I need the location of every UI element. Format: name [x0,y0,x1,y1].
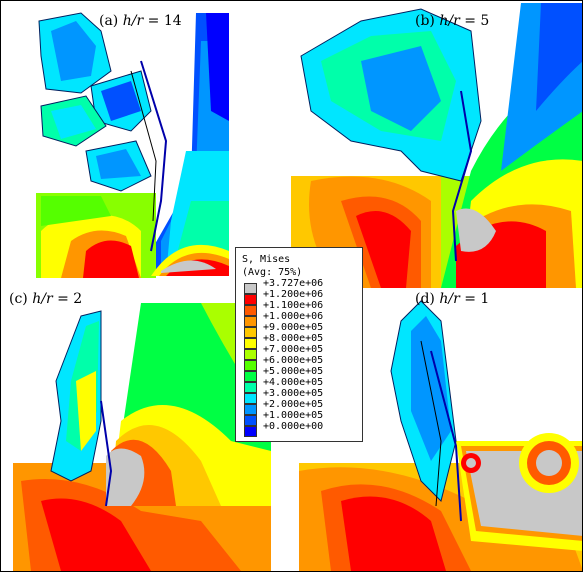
legend-swatch [244,338,257,349]
legend-swatch [244,283,257,294]
legend-swatch [244,327,257,338]
legend-value: +9.000e+05 [263,322,324,333]
panel-b-contour [291,3,582,288]
legend-swatch [244,382,257,393]
legend-swatch [244,426,257,437]
legend-value: +1.200e+06 [263,289,324,300]
legend-value: +3.000e+05 [263,388,324,399]
legend-swatch [244,360,257,371]
legend-value: +1.100e+06 [263,300,324,311]
legend-swatch [244,305,257,316]
legend-value: +2.000e+05 [263,399,324,410]
legend-swatch [244,316,257,327]
legend-subtitle: (Avg: 75%) [242,267,303,278]
legend-value: +4.000e+05 [263,377,324,388]
legend-swatch [244,415,257,426]
legend-value: +3.727e+06 [263,278,324,289]
legend-swatch [244,371,257,382]
legend-value: +1.000e+05 [263,410,324,421]
legend-value: +0.000e+00 [263,421,324,432]
panel-label-d: (d) h/r = 1 [415,291,490,307]
legend-swatch [244,294,257,305]
legend-swatch [244,393,257,404]
panel-label-a: (a) h/r = 14 [99,13,182,29]
stress-legend: S, Mises (Avg: 75%) +3.727e+06 +1.200e+06… [235,247,363,442]
legend-value: +6.000e+05 [263,355,324,366]
legend-title: S, Mises [242,254,291,265]
panel-label-c: (c) h/r = 2 [9,291,83,307]
legend-swatch [244,349,257,360]
legend-value: +1.000e+06 [263,311,324,322]
panel-a-contour [36,12,229,278]
panel-d-contour [299,300,582,571]
panel-label-b: (b) h/r = 5 [415,13,490,29]
panel-c-contour [13,303,271,571]
legend-swatch [244,404,257,415]
legend-value: +5.000e+05 [263,366,324,377]
legend-value: +8.000e+05 [263,333,324,344]
legend-value: +7.000e+05 [263,344,324,355]
